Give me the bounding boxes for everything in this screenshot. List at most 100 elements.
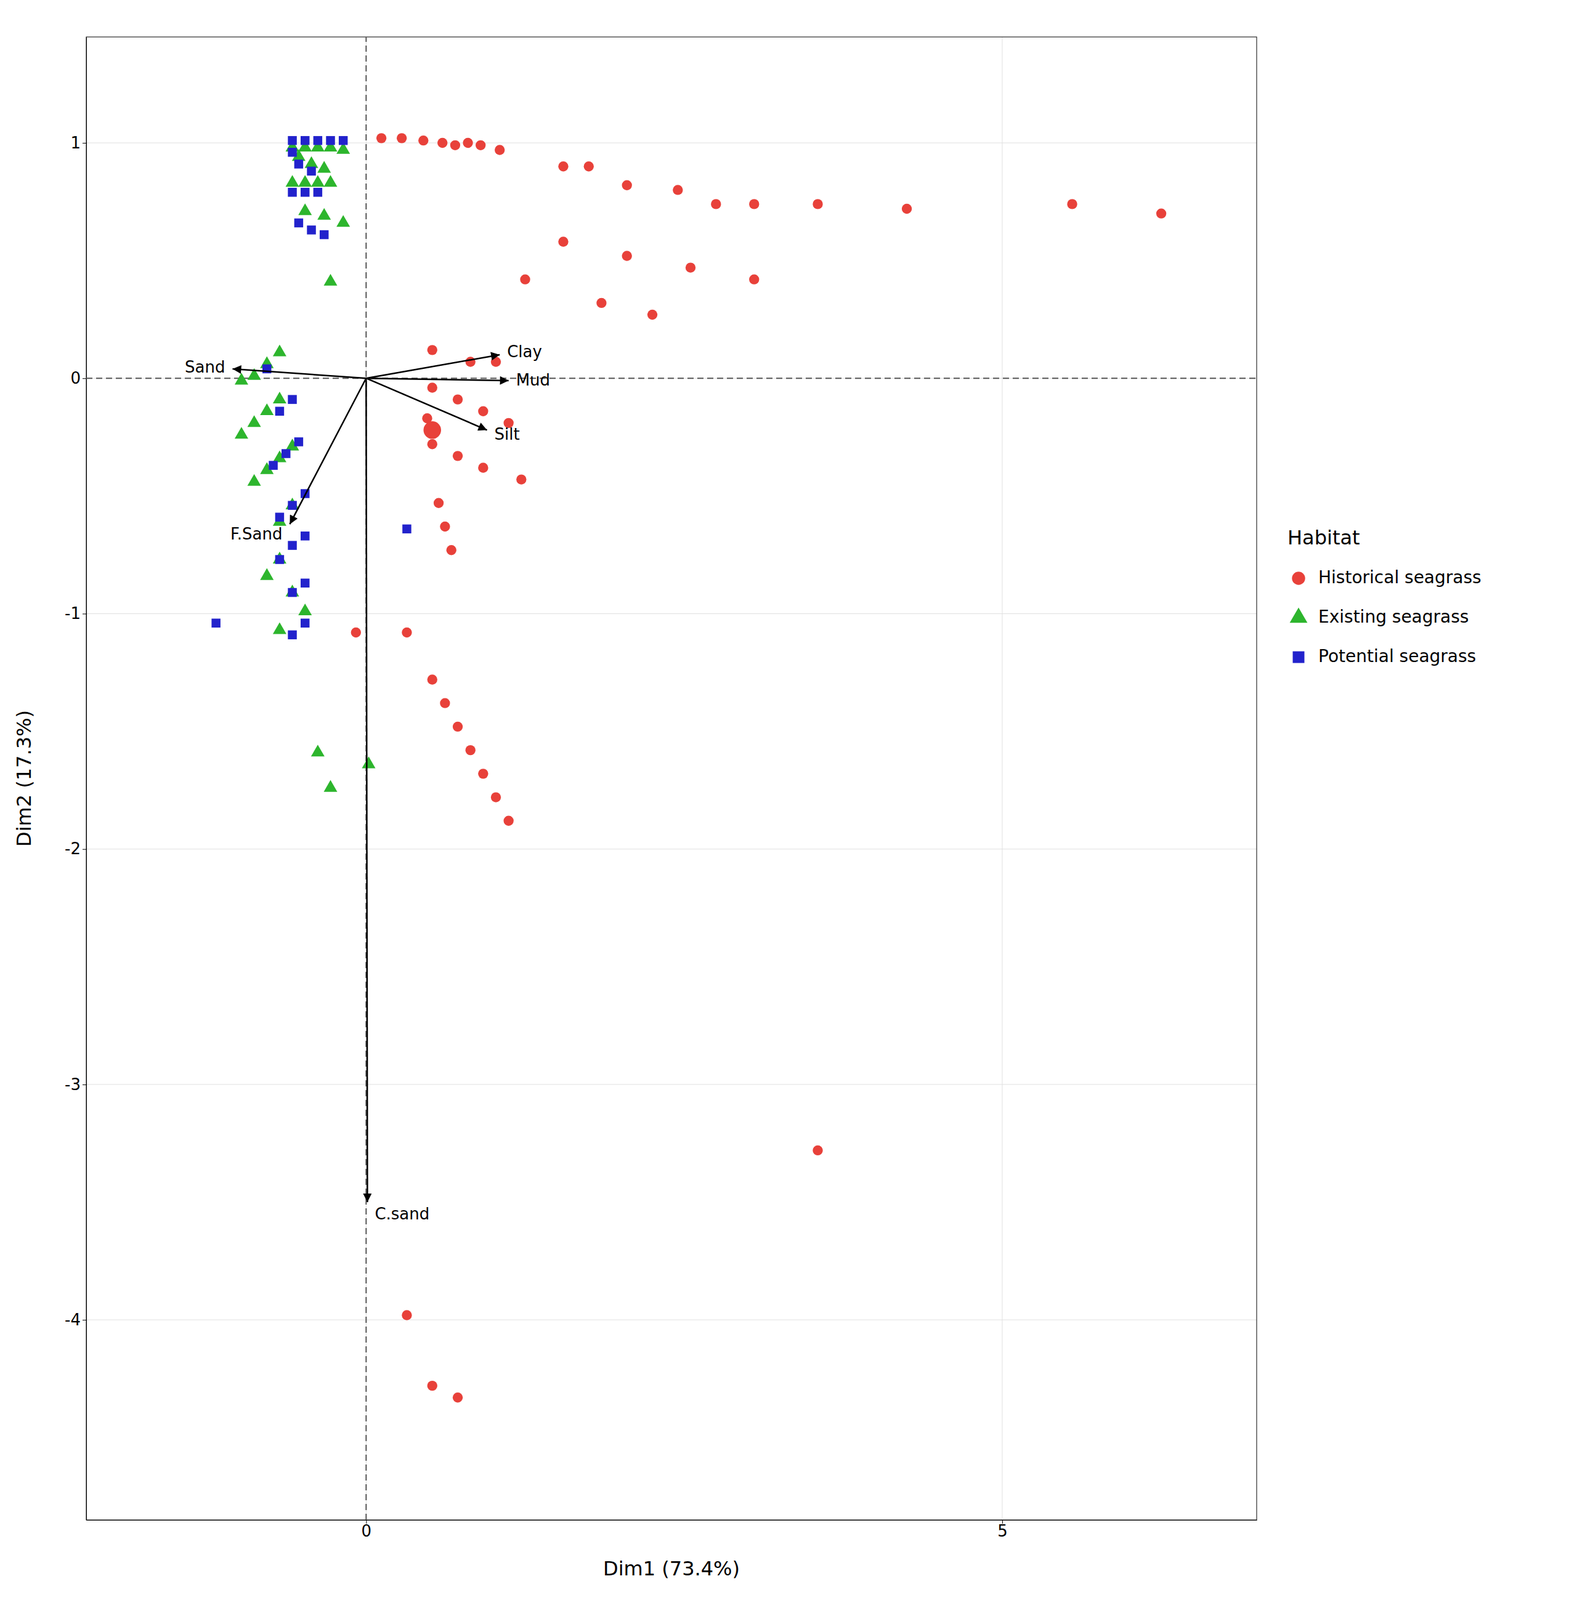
vector-arrow <box>289 378 366 525</box>
y-tick-mark <box>82 1084 87 1086</box>
grid-line-y <box>86 1320 1257 1321</box>
point <box>294 437 304 446</box>
y-tick-mark <box>82 142 87 144</box>
point <box>812 1145 823 1156</box>
y-tick-mark <box>82 378 87 379</box>
point <box>439 698 450 709</box>
point <box>287 136 297 145</box>
point <box>287 588 297 597</box>
point <box>452 721 463 732</box>
point <box>294 218 304 228</box>
point <box>418 135 429 146</box>
vector-label: Sand <box>184 357 225 377</box>
y-tick-mark <box>82 849 87 851</box>
point <box>306 166 316 176</box>
legend-label: Historical seagrass <box>1318 567 1482 588</box>
legend-symbol <box>1291 571 1305 585</box>
legend: Habitat Historical seagrass Existing seagr… <box>1287 526 1482 667</box>
plot: 05-4-3-2-101SandClayMudSiltF.SandC.sand <box>64 36 1257 1541</box>
legend-label: Existing seagrass <box>1318 606 1469 628</box>
point <box>336 214 350 227</box>
point <box>298 203 312 215</box>
point <box>247 474 262 487</box>
y-tick-label: -2 <box>64 839 81 859</box>
grid <box>86 36 1257 1521</box>
point <box>494 144 505 155</box>
y-tick-label: 1 <box>70 133 81 153</box>
point <box>478 768 488 779</box>
point <box>300 531 310 541</box>
point <box>285 174 300 187</box>
grid-line-y <box>86 378 1257 379</box>
y-tick: -4 <box>64 1310 87 1330</box>
point <box>306 225 316 235</box>
point <box>478 406 488 417</box>
point <box>749 274 759 285</box>
point <box>319 230 329 240</box>
y-tick-mark <box>82 613 87 615</box>
y-tick-label: -4 <box>64 1310 81 1330</box>
point <box>311 744 325 757</box>
point <box>298 174 312 187</box>
point <box>376 133 387 143</box>
point <box>710 198 721 209</box>
point <box>300 579 310 588</box>
point <box>396 133 407 143</box>
vector-labels: SandClayMudSiltF.SandC.sand <box>184 342 551 1223</box>
point <box>275 406 284 416</box>
point <box>446 545 457 556</box>
series <box>423 421 442 440</box>
point <box>452 394 463 405</box>
point <box>462 137 473 148</box>
point <box>300 136 310 145</box>
point <box>427 674 438 685</box>
vector-arrow <box>365 378 509 381</box>
point <box>298 603 312 616</box>
chart: 05-4-3-2-101SandClayMudSiltF.SandC.sandD… <box>0 0 1577 1600</box>
grid-line-x <box>1001 36 1003 1521</box>
vector-label: Clay <box>506 342 543 361</box>
point <box>287 540 297 550</box>
point <box>259 568 274 581</box>
point <box>285 584 300 597</box>
legend-title: Habitat <box>1287 526 1361 550</box>
reference-line <box>86 377 1257 379</box>
y-tick-label: 0 <box>70 368 81 388</box>
point <box>324 780 338 793</box>
point <box>285 497 300 510</box>
vector-label: Silt <box>494 425 520 444</box>
point <box>402 524 411 534</box>
series <box>211 136 411 640</box>
point <box>427 1381 438 1391</box>
point <box>281 449 291 458</box>
point <box>583 161 594 172</box>
point <box>1066 198 1077 209</box>
vector-label: F.Sand <box>230 524 283 544</box>
point <box>287 147 297 157</box>
point <box>338 136 348 145</box>
point <box>516 474 527 485</box>
point <box>452 1392 463 1403</box>
y-axis: -4-3-2-101 <box>64 37 87 1521</box>
point <box>275 555 284 564</box>
point <box>427 344 438 355</box>
y-tick: 0 <box>70 368 87 388</box>
legend-symbol <box>1293 651 1305 664</box>
point <box>234 426 249 439</box>
legend-symbol <box>1289 607 1308 623</box>
point <box>401 627 412 638</box>
point <box>272 622 287 634</box>
series <box>351 133 1167 1403</box>
point <box>325 136 335 145</box>
point <box>211 618 220 628</box>
point <box>519 274 530 285</box>
point <box>268 460 278 470</box>
point <box>300 187 310 197</box>
x-axis: 05 <box>86 1520 1258 1541</box>
point <box>287 394 297 404</box>
point <box>317 160 331 173</box>
point <box>478 462 488 473</box>
vector-label: Mud <box>516 370 551 390</box>
x-tick: 0 <box>361 1520 373 1541</box>
point <box>558 236 568 247</box>
